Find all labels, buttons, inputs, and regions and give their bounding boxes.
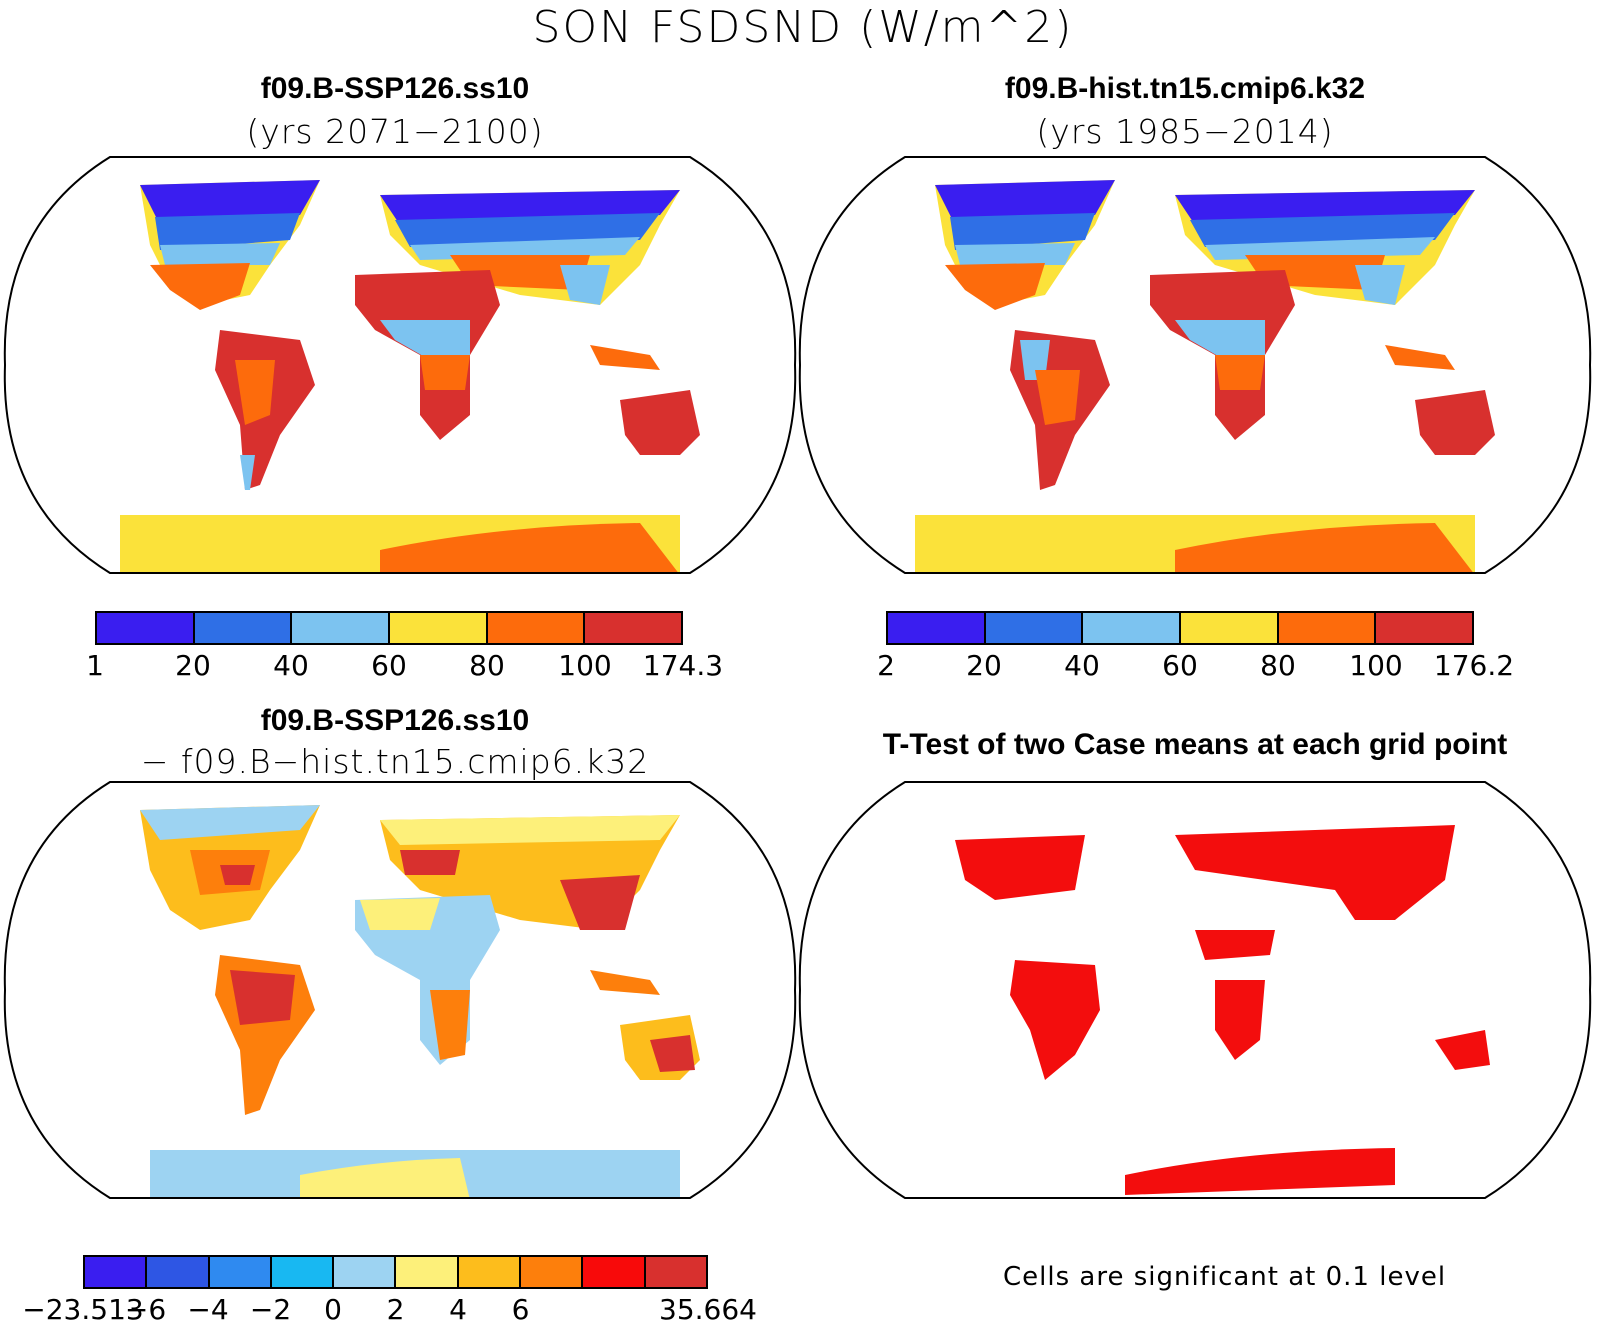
colorbar-tick-label: 40	[1064, 649, 1100, 682]
map-panel-4	[798, 781, 1592, 1199]
colorbar-segment	[888, 613, 986, 643]
colorbar-tick-label: 100	[1349, 649, 1403, 682]
colorbar-tick-label: 6	[511, 1293, 530, 1326]
panel-3-title: f09.B-SSP126.ss10	[260, 704, 530, 737]
colorbar-segment	[396, 1257, 459, 1287]
colorbar-panel-1	[95, 611, 683, 645]
colorbar-tick-label: 60	[371, 649, 407, 682]
colorbar-segment	[271, 1257, 335, 1287]
colorbar-tick-label: 35.664	[659, 1293, 757, 1326]
panel-4-title: T-Test of two Case means at each grid po…	[882, 728, 1508, 761]
figure-title: SON FSDSND (W/m^2)	[532, 2, 1074, 53]
colorbar-tick-label: 20	[175, 649, 211, 682]
colorbar-tick-label: −4	[187, 1293, 229, 1326]
panel-2-subtitle: (yrs 1985−2014)	[1036, 112, 1334, 151]
colorbar-tick-label: 1	[86, 649, 104, 682]
colorbar-tick-label: −2	[249, 1293, 292, 1326]
colorbar-segment	[194, 613, 293, 643]
panel-1-subtitle: (yrs 2071−2100)	[246, 112, 544, 151]
colorbar-segment	[1181, 613, 1279, 643]
colorbar-tick-label: 2	[877, 649, 895, 682]
colorbar-tick-label: −23.513	[22, 1293, 144, 1326]
colorbar-segment	[1278, 613, 1377, 643]
colorbar-tick-label: 4	[449, 1293, 467, 1326]
colorbar-segment	[487, 613, 586, 643]
map-panel-3	[3, 781, 797, 1199]
colorbar-tick-label: 100	[558, 649, 612, 682]
colorbar-panel-3	[83, 1255, 708, 1289]
colorbar-segment	[97, 613, 195, 643]
colorbar-segment	[583, 1257, 646, 1287]
colorbar-segment	[645, 1257, 706, 1287]
colorbar-tick-label: 40	[273, 649, 309, 682]
panel-2-title: f09.B-hist.tn15.cmip6.k32	[1004, 72, 1366, 105]
colorbar-segment	[585, 613, 682, 643]
colorbar-segment	[85, 1257, 148, 1287]
colorbar-tick-label: 0	[324, 1293, 342, 1326]
panel-1-title: f09.B-SSP126.ss10	[260, 72, 530, 105]
colorbar-segment	[1376, 613, 1473, 643]
significance-note: Cells are significant at 0.1 level	[1003, 1262, 1447, 1292]
colorbar-panel-2	[886, 611, 1474, 645]
colorbar-segment	[292, 613, 391, 643]
colorbar-tick-label: 176.2	[1433, 649, 1515, 682]
colorbar-segment	[147, 1257, 210, 1287]
map-panel-1	[3, 156, 797, 574]
colorbar-tick-label: 80	[469, 649, 505, 682]
colorbar-tick-label: −6	[124, 1293, 167, 1326]
colorbar-tick-label: 174.3	[642, 649, 724, 682]
colorbar-tick-label: 80	[1260, 649, 1296, 682]
colorbar-tick-label: 20	[966, 649, 1002, 682]
colorbar-tick-label: 2	[386, 1293, 405, 1326]
colorbar-segment	[1083, 613, 1182, 643]
panel-3-subtitle: − f09.B−hist.tn15.cmip6.k32	[140, 742, 650, 781]
colorbar-tick-label: 60	[1162, 649, 1198, 682]
colorbar-segment	[985, 613, 1084, 643]
colorbar-segment	[209, 1257, 272, 1287]
colorbar-segment	[458, 1257, 522, 1287]
colorbar-segment	[334, 1257, 397, 1287]
map-panel-2	[798, 156, 1592, 574]
colorbar-segment	[521, 1257, 584, 1287]
colorbar-segment	[390, 613, 488, 643]
